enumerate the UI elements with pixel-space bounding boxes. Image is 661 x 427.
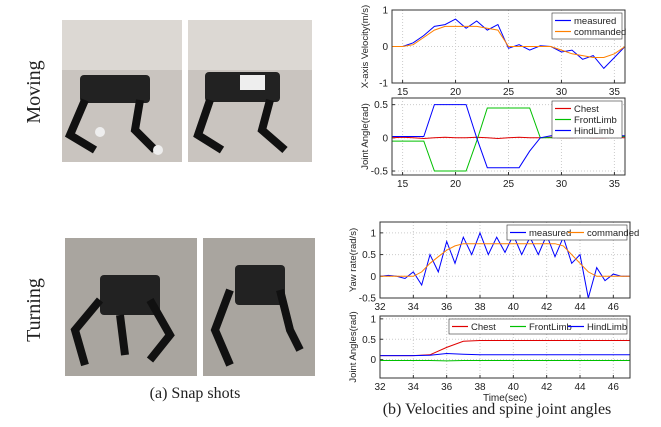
x-tick-label: 40 (508, 382, 520, 393)
x-tick-label: 25 (503, 87, 515, 98)
photo (62, 20, 182, 162)
y-axis-label: X-axis Velocity(m/s) (360, 5, 371, 88)
x-tick-label: 25 (503, 179, 515, 190)
x-tick-label: 15 (397, 179, 409, 190)
y-tick-label: -1 (379, 79, 388, 90)
x-tick-label: 44 (574, 302, 586, 313)
legend-label: HindLimb (587, 322, 627, 333)
legend-label: Chest (574, 104, 599, 115)
x-axis-label: Time(sec) (483, 393, 527, 404)
photo (188, 20, 312, 162)
photo (203, 238, 315, 376)
x-tick-label: 46 (608, 302, 620, 313)
x-tick-label: 34 (408, 302, 420, 313)
x-tick-label: 32 (374, 382, 386, 393)
y-axis-label: Joint Angle(rad) (360, 103, 371, 170)
legend-label: commanded (574, 27, 626, 38)
y-tick-label: 0 (370, 272, 376, 283)
y-tick-label: 1 (382, 6, 388, 17)
y-tick-label: -0.5 (371, 167, 389, 178)
x-tick-label: 36 (441, 382, 453, 393)
x-tick-label: 44 (574, 382, 586, 393)
legend-label: Chest (471, 322, 496, 333)
x-tick-label: 30 (556, 87, 568, 98)
x-tick-label: 36 (441, 302, 453, 313)
y-tick-label: 0 (382, 42, 388, 53)
x-tick-label: 30 (556, 179, 568, 190)
page: {"figure": {"row_labels": ["Moving", "Tu… (0, 0, 661, 427)
y-axis-label: Joint Angles(rad) (348, 311, 359, 382)
row-label: Turning (23, 278, 45, 342)
caption: (a) Snap shots (150, 385, 241, 402)
y-tick-label: 0 (370, 355, 376, 366)
legend-label: FrontLimb (574, 115, 617, 126)
x-tick-label: 38 (474, 382, 486, 393)
y-tick-label: 0.5 (374, 100, 388, 111)
x-tick-label: 42 (541, 382, 553, 393)
x-tick-label: 20 (450, 179, 462, 190)
legend-label: commanded (587, 228, 639, 239)
x-tick-label: 35 (609, 87, 621, 98)
legend-label: HindLimb (574, 126, 614, 137)
legend-label: measured (529, 228, 571, 239)
photo (65, 238, 197, 376)
x-tick-label: 38 (474, 302, 486, 313)
y-tick-label: 0.5 (362, 250, 376, 261)
figure: Moving Turning (a) Snap shots (b) Veloci… (0, 0, 661, 427)
y-tick-label: 1 (370, 228, 376, 239)
x-tick-label: 46 (608, 382, 620, 393)
x-tick-label: 34 (408, 382, 420, 393)
legend-label: measured (574, 16, 616, 27)
row-label: Moving (23, 60, 45, 123)
y-tick-label: 0.5 (362, 335, 376, 346)
x-tick-label: 40 (508, 302, 520, 313)
y-tick-label: 1 (370, 314, 376, 325)
x-tick-label: 15 (397, 87, 409, 98)
x-tick-label: 42 (541, 302, 553, 313)
x-tick-label: 32 (374, 302, 386, 313)
y-tick-label: 0 (382, 133, 388, 144)
x-tick-label: 35 (609, 179, 621, 190)
y-axis-label: Yaw rate(rad/s) (348, 228, 359, 292)
legend-label: FrontLimb (529, 322, 572, 333)
x-tick-label: 20 (450, 87, 462, 98)
